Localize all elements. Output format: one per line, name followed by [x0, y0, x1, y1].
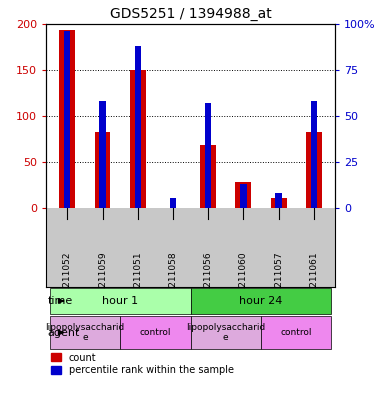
Text: GSM1211057: GSM1211057: [274, 251, 283, 312]
Text: GSM1211060: GSM1211060: [239, 251, 248, 312]
Bar: [240, 184, 246, 208]
Bar: [50, 316, 120, 349]
Text: control: control: [140, 328, 171, 337]
Bar: [191, 316, 261, 349]
Text: GSM1211051: GSM1211051: [133, 251, 142, 312]
Text: GSM1211059: GSM1211059: [98, 251, 107, 312]
Bar: [135, 46, 141, 208]
Bar: [130, 70, 146, 208]
Bar: [59, 30, 75, 208]
Text: hour 1: hour 1: [102, 296, 138, 306]
Text: lipopolysaccharid
e: lipopolysaccharid e: [186, 323, 265, 342]
Bar: [311, 101, 317, 208]
Bar: [275, 193, 282, 208]
Text: GSM1211052: GSM1211052: [63, 251, 72, 312]
Bar: [200, 145, 216, 208]
Bar: [95, 132, 110, 208]
Bar: [170, 198, 176, 208]
Text: GSM1211056: GSM1211056: [204, 251, 213, 312]
Bar: [50, 288, 191, 314]
Bar: [236, 182, 251, 208]
Bar: [306, 132, 322, 208]
Text: control: control: [280, 328, 312, 337]
Text: GSM1211061: GSM1211061: [309, 251, 318, 312]
Text: hour 24: hour 24: [239, 296, 283, 306]
Bar: [120, 316, 191, 349]
Text: GSM1211058: GSM1211058: [169, 251, 177, 312]
Title: GDS5251 / 1394988_at: GDS5251 / 1394988_at: [110, 7, 271, 21]
Bar: [99, 101, 106, 208]
Bar: [261, 316, 331, 349]
Bar: [205, 103, 211, 208]
Text: agent: agent: [47, 327, 80, 338]
Bar: [271, 198, 286, 208]
Legend: count, percentile rank within the sample: count, percentile rank within the sample: [51, 353, 234, 375]
Bar: [191, 288, 331, 314]
Text: time: time: [47, 296, 72, 306]
Text: lipopolysaccharid
e: lipopolysaccharid e: [45, 323, 125, 342]
Bar: [64, 31, 70, 208]
